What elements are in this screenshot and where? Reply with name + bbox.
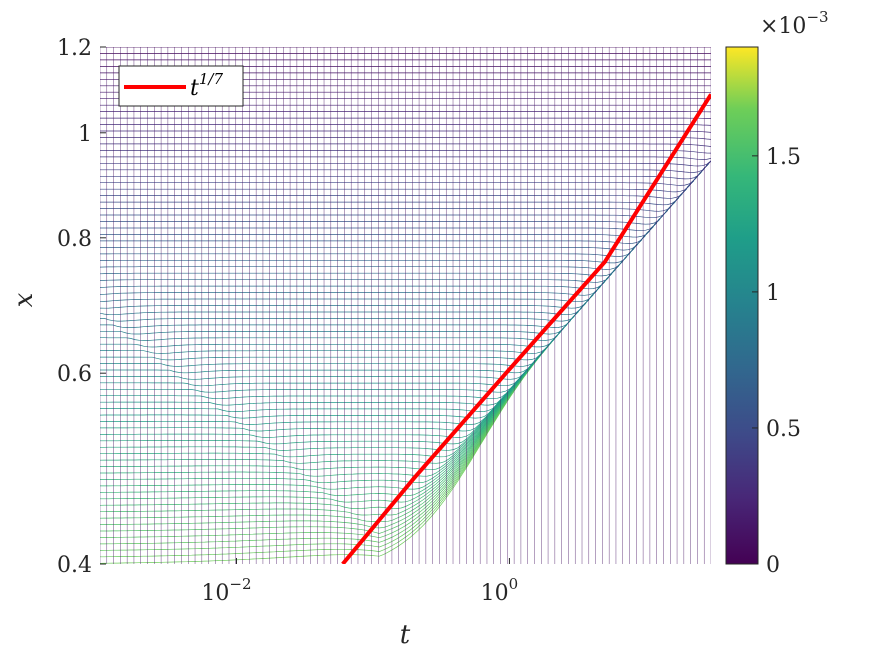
colorbar-tick-label: 0 [766,553,780,578]
x-tick-label: 10−2 [201,575,251,606]
colorbar-tick-label: 1 [766,281,780,306]
legend: t1/7 [118,65,244,107]
colorbar-multiplier: ×10−3 [760,8,829,39]
series-line [341,93,711,564]
legend-label: t1/7 [190,70,223,101]
x-axis-ticks: 10−2 100 [201,558,518,606]
y-tick-label: 1 [78,122,92,147]
x-tick-label: 100 [481,575,519,606]
y-tick-label: 1.2 [57,36,92,61]
colorbar-tick-label: 0.5 [766,417,801,442]
y-axis-label: x [9,292,39,307]
colorbar-ticks: 0 0.5 1 1.5 [752,145,801,578]
y-tick-label: 0.4 [57,553,92,578]
y-tick-label: 0.8 [57,227,92,252]
colorbar: 0 0.5 1 1.5 ×10−3 [725,8,829,578]
series-layer [341,93,711,564]
x-axis-label: t [400,620,411,650]
y-tick-label: 0.6 [57,362,92,387]
colorbar-tick-label: 1.5 [766,145,801,170]
colorbar-gradient [725,46,759,565]
y-axis-ticks: 0.4 0.6 0.8 1 1.2 [57,36,106,578]
